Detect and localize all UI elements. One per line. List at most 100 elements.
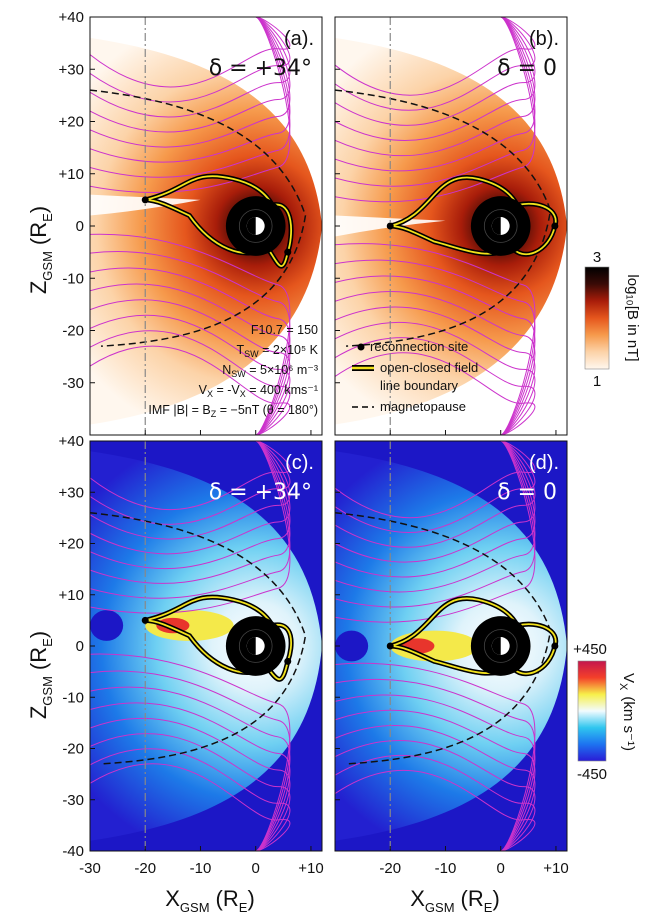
reconnection-site-c-1: [284, 657, 292, 665]
field-line: [335, 17, 536, 111]
earth-night-d: [491, 637, 501, 655]
field-line: [90, 748, 291, 851]
x-tick-label: -20: [379, 860, 401, 877]
field-line: [90, 763, 291, 851]
field-line: [90, 717, 291, 851]
field-line: [335, 17, 536, 141]
x-tick-label: -30: [79, 860, 101, 877]
reconnection-site-a-1: [284, 248, 292, 256]
field-line: [335, 694, 536, 851]
field-line: [90, 441, 291, 540]
field-line: [90, 670, 291, 851]
y-tick-label: +30: [59, 61, 84, 78]
y-tick-label: -20: [62, 741, 84, 758]
field-line: [335, 441, 536, 608]
field-line: [335, 441, 536, 593]
field-line: [90, 17, 291, 163]
magnetopause-a: [90, 89, 307, 347]
colorbar-velocity: +450 -450 VX(km s⁻¹): [573, 641, 637, 783]
field-line: [90, 251, 291, 435]
y-tick-label: +20: [59, 114, 84, 131]
field-line: [90, 702, 291, 851]
parameter-line: VX = -VX = 400 kms⁻¹: [199, 383, 318, 399]
x-tick-label: -20: [134, 860, 156, 877]
x-tick-label: +10: [298, 860, 323, 877]
y-axis-label-top: ZGSM(RE): [26, 206, 55, 294]
y-tick-label: +10: [59, 587, 84, 604]
field-line: [335, 17, 536, 172]
field-line: [335, 17, 536, 203]
reconnection-site-b-1: [551, 222, 559, 230]
reconnection-site-d-0: [386, 642, 394, 650]
field-line: [335, 441, 536, 563]
panel-c: (c).δ = +34°+40+30+20+100-10-20-30-40-30…: [59, 433, 324, 877]
parameter-line: IMF |B| = BZ = −5nT (θ = 180°): [148, 403, 318, 419]
parameter-line: F10.7 = 150: [251, 323, 318, 337]
legend-boundary-label-1: open-closed field: [380, 360, 478, 375]
legend-reconnection-label: reconnection site: [370, 339, 468, 354]
y-tick-label: +40: [59, 9, 84, 26]
x-tick-label: +10: [543, 860, 568, 877]
colorbar-velocity-bar: [577, 660, 607, 762]
y-tick-label: 0: [76, 218, 84, 235]
earth-ring-d: [483, 629, 518, 663]
svg-text:XGSM(RE): XGSM (RE): [165, 886, 255, 915]
field-line: [90, 17, 291, 148]
field-line: [335, 441, 536, 533]
field-line: [335, 769, 536, 851]
y-tick-label: 0: [76, 638, 84, 655]
panel-label-c: (c).: [285, 452, 314, 474]
panel-delta-c: δ = +34°: [209, 480, 312, 505]
field-line: [335, 352, 536, 435]
field-line: [335, 17, 536, 126]
field-line: [90, 345, 291, 435]
field-line: [335, 243, 536, 435]
field-lines-b: [335, 17, 536, 435]
field-line: [90, 441, 291, 511]
parameter-line: TSW = 2×10⁵ K: [236, 343, 318, 359]
field-line: [90, 441, 291, 570]
reconnection-site-c-0: [141, 616, 149, 624]
field-line: [335, 17, 536, 187]
parameters-text: F10.7 = 150 TSW = 2×10⁵ K NSW = 5×10⁶ m⁻³ V…: [148, 323, 318, 419]
field-line: [335, 441, 536, 548]
colorbar-field-max: 3: [593, 249, 601, 266]
field-line: [335, 441, 536, 623]
svg-text:ZGSM(RE): ZGSM(RE): [26, 206, 55, 294]
y-tick-label: -30: [62, 792, 84, 809]
panel-label-b: (b).: [529, 28, 559, 50]
field-line: [90, 733, 291, 851]
field-line: [335, 441, 536, 578]
field-line: [90, 653, 291, 851]
colorbar-field-title: log₁₀[B in nT]: [624, 274, 641, 361]
panel-a: (a). δ = +34° +40 +30 +20 +10 0 -10 -20 -30: [59, 9, 323, 436]
reconnection-site-d-1: [551, 642, 559, 650]
velocity-field-c: [90, 451, 322, 841]
colorbar-field-min: 1: [593, 373, 601, 390]
panel-label-a: (a).: [284, 28, 314, 50]
reconnection-site-b-0: [386, 222, 394, 230]
field-line: [90, 441, 291, 584]
legend: reconnection site open-closed field line…: [352, 339, 478, 414]
legend-magnetopause-label: magnetopause: [380, 399, 466, 414]
colorbar-field-bar: [584, 266, 610, 370]
field-line: [335, 725, 536, 851]
panel-label-d: (d).: [529, 452, 559, 474]
field-magnitude-b: [335, 37, 567, 425]
field-line: [335, 662, 536, 851]
y-tick-label: +40: [59, 433, 84, 450]
magnetopause-c: [90, 512, 307, 765]
legend-reconnection-marker: [357, 343, 365, 351]
colorbar-field: 3 1 log₁₀[B in nT]: [584, 249, 641, 390]
legend-boundary-label-2: line boundary: [380, 378, 459, 393]
earth-ring-b: [483, 209, 518, 243]
y-axis-label-bottom: ZGSM(RE): [26, 631, 55, 719]
svg-text:ZGSM(RE): ZGSM(RE): [26, 631, 55, 719]
svg-text:XGSM(RE): XGSM (RE): [410, 886, 500, 915]
field-line: [335, 754, 536, 851]
field-lines-a: [90, 17, 291, 435]
field-line: [335, 275, 536, 435]
field-line: [335, 441, 536, 519]
field-line: [335, 678, 536, 851]
